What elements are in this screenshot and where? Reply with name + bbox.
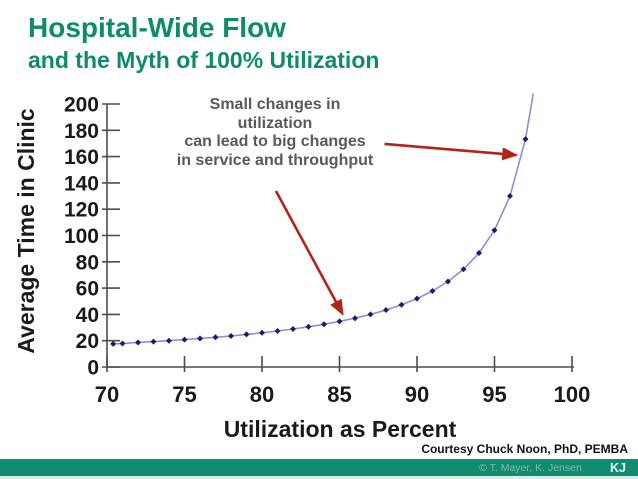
annotation-line: Small changes in xyxy=(209,96,341,113)
data-point xyxy=(212,334,219,341)
data-point xyxy=(429,287,436,294)
annotation-line: in service and throughput xyxy=(176,151,374,169)
data-point xyxy=(150,338,157,345)
slide-title: Hospital-Wide Flow and the Myth of 100% … xyxy=(28,10,379,75)
x-tick-label: 100 xyxy=(554,382,591,407)
footer-bar: © T. Mayer, K. Jensen KJ xyxy=(0,459,638,476)
data-point xyxy=(274,327,281,334)
data-point xyxy=(321,321,327,328)
data-point xyxy=(135,339,141,346)
x-tick-label: 85 xyxy=(327,382,351,407)
annotation-arrow-1 xyxy=(384,142,519,161)
x-tick-label: 70 xyxy=(95,382,119,407)
y-tick-label: 160 xyxy=(64,146,99,169)
y-tick-label: 60 xyxy=(76,278,99,301)
data-point xyxy=(507,193,513,200)
data-point xyxy=(166,337,172,344)
y-tick-label: 80 xyxy=(76,251,99,274)
chart-annotation: Small changes in utilization can lead to… xyxy=(165,96,385,170)
data-point xyxy=(352,315,358,322)
y-tick-label: 100 xyxy=(64,225,99,248)
data-point xyxy=(181,336,188,343)
y-tick-label: 40 xyxy=(76,304,99,327)
data-point xyxy=(305,323,312,330)
y-tick-label: 120 xyxy=(64,199,99,222)
footer-strip xyxy=(0,476,638,479)
data-point xyxy=(290,325,296,332)
data-point xyxy=(228,332,234,339)
data-point xyxy=(243,331,250,338)
x-tick-label: 90 xyxy=(405,382,429,407)
annotation-line: can lead to big changes xyxy=(184,133,366,150)
x-axis-title: Utilization as Percent xyxy=(224,416,457,442)
annotation-arrow-2 xyxy=(274,190,344,316)
data-point xyxy=(367,311,374,318)
data-point xyxy=(445,278,451,285)
x-tick-label: 80 xyxy=(250,382,274,407)
footer-initials: KJ xyxy=(610,461,626,475)
slide-title-line2: and the Myth of 100% Utilization xyxy=(28,47,380,73)
annotation-line: utilization xyxy=(237,114,313,132)
footer-copyright: © T. Mayer, K. Jensen xyxy=(479,462,582,474)
data-point xyxy=(110,340,117,347)
courtesy-credit: Courtesy Chuck Noon, PhD, PEMBA xyxy=(421,442,628,456)
data-point xyxy=(259,329,265,336)
y-tick-label: 0 xyxy=(87,357,99,380)
x-tick-label: 75 xyxy=(172,382,196,407)
y-tick-label: 140 xyxy=(64,172,99,195)
data-point xyxy=(336,318,343,325)
x-tick-label: 95 xyxy=(482,382,506,407)
data-point xyxy=(197,335,203,342)
slide-title-line1: Hospital-Wide Flow xyxy=(28,12,286,43)
data-point xyxy=(522,136,529,143)
data-point xyxy=(119,340,126,347)
data-point xyxy=(460,266,467,273)
y-axis-title: Average Time in Clinic xyxy=(13,108,39,354)
utilization-chart: 0 20 40 60 80 100 120 140 160 180 200 70 75 80 85 90 95 1… xyxy=(13,93,591,442)
y-tick-label: 180 xyxy=(64,120,99,143)
data-point xyxy=(491,227,498,234)
y-tick-label: 200 xyxy=(64,94,99,117)
data-point xyxy=(398,301,405,308)
data-point xyxy=(414,295,420,302)
y-tick-label: 20 xyxy=(76,330,99,353)
data-point xyxy=(383,307,389,314)
data-point xyxy=(476,249,482,256)
